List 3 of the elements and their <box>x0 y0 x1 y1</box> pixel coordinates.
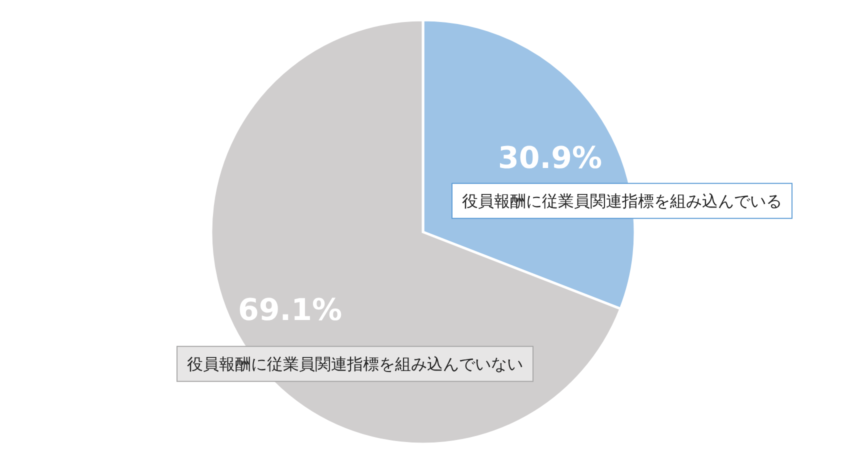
slice-label: 役員報酬に従業員関連指標を組み込んでいる <box>462 191 782 210</box>
data-label: 30.9% <box>498 141 602 176</box>
slice-label: 役員報酬に従業員関連指標を組み込んでいない <box>187 354 523 374</box>
